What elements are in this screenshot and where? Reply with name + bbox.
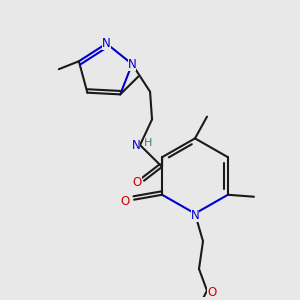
- Text: O: O: [207, 286, 217, 299]
- Text: H: H: [144, 138, 152, 148]
- Text: N: N: [102, 37, 111, 50]
- Text: N: N: [128, 58, 136, 70]
- Text: N: N: [190, 209, 200, 222]
- Text: O: O: [132, 176, 142, 189]
- Text: N: N: [132, 139, 140, 152]
- Text: O: O: [121, 195, 130, 208]
